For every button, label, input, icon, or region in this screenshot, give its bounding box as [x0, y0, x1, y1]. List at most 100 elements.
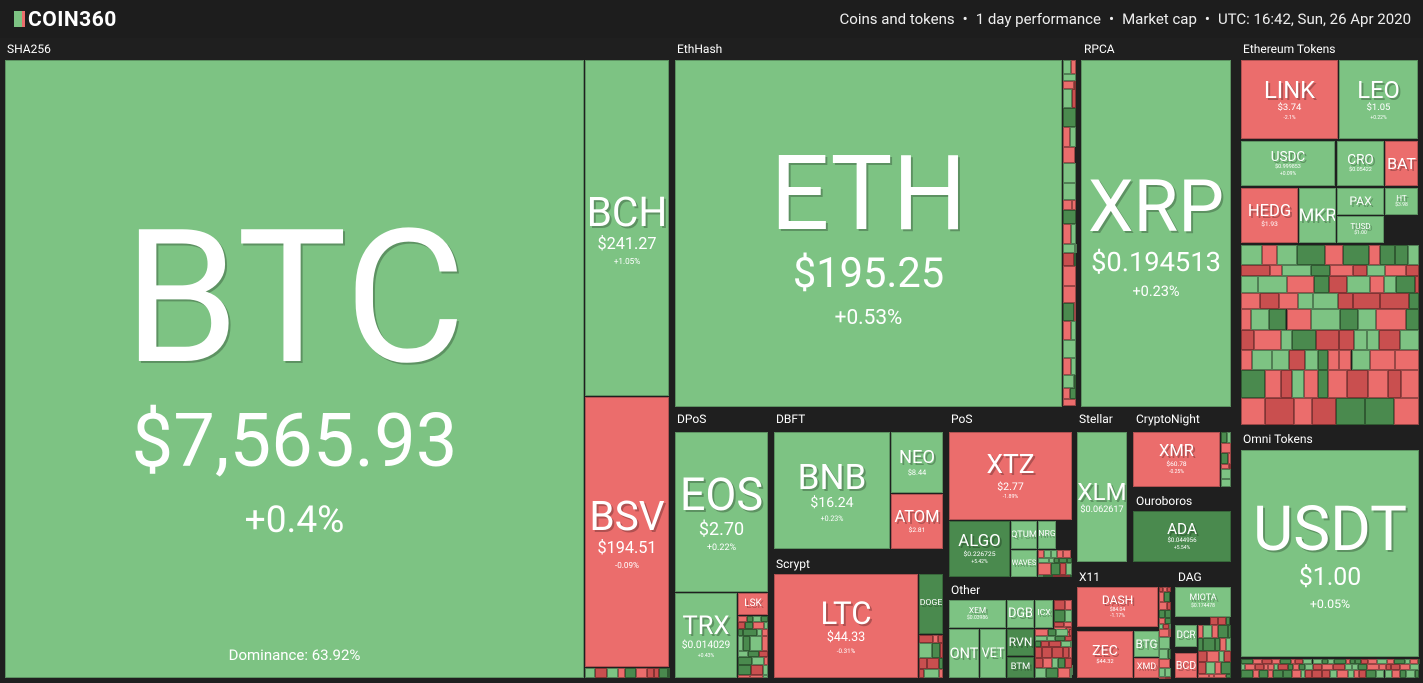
mini-tile [1241, 349, 1253, 370]
coin-symbol: WAVES [1011, 558, 1037, 568]
coin-tile[interactable]: BSV $194.51 -0.09% [585, 397, 669, 667]
coin-tile[interactable]: DGB [1007, 600, 1034, 628]
coin-tile[interactable]: BTC $7,565.93 +0.4% Dominance: 63.92% [5, 60, 584, 678]
group-label[interactable]: PoS [951, 412, 973, 426]
coin-tile[interactable]: HEDG $1.93 [1241, 188, 1298, 243]
group-label[interactable]: Omni Tokens [1243, 432, 1313, 446]
mini-tile [1210, 617, 1219, 625]
coin-tile[interactable]: BCD [1175, 653, 1197, 678]
coin-tile[interactable]: XRP $0.194513 +0.23% [1081, 60, 1231, 407]
coin-tile[interactable]: VET [980, 629, 1006, 678]
mini-tile [1220, 638, 1226, 652]
group-label[interactable]: Ouroboros [1136, 494, 1193, 508]
coin-tile[interactable]: MKR [1299, 188, 1336, 243]
coin-tile[interactable]: HT $3.98 [1385, 188, 1418, 215]
coin-tile[interactable]: DCR [1175, 625, 1197, 647]
coin-symbol: ETH [770, 132, 967, 255]
coin-symbol: MIOTA [1189, 593, 1217, 604]
coin-tile[interactable]: QTUM [1011, 521, 1037, 549]
mini-tile [618, 668, 625, 678]
coin-tile[interactable]: TUSD $1.00 [1337, 216, 1384, 243]
coin-tile[interactable]: ALGO $0.226725 +5.42% [949, 521, 1010, 577]
mini-tile [1159, 637, 1171, 649]
group-label[interactable]: SHA256 [7, 42, 51, 56]
group-label[interactable]: X11 [1079, 570, 1101, 584]
coin-tile[interactable]: LTC $44.33 -0.31% [774, 574, 918, 678]
coin-tile[interactable]: ONT [949, 629, 979, 678]
coin-tile[interactable]: USDT $1.00 +0.05% [1241, 450, 1419, 657]
mini-tile [1071, 199, 1076, 211]
coin-tile[interactable]: ICX [1035, 600, 1053, 628]
coin-tile[interactable]: LINK $3.74 -2.1% [1241, 60, 1338, 139]
group-label[interactable]: DAG [1178, 570, 1202, 584]
mini-tile [1241, 670, 1253, 678]
group-label[interactable]: Stellar [1079, 412, 1113, 426]
mini-tile [1357, 663, 1368, 671]
coin-tile[interactable]: XEM $0.03986 [949, 600, 1006, 628]
coin-tile[interactable]: XMR $60.78 -0.25% [1133, 432, 1220, 487]
coin-tile[interactable]: LEO $1.05 +0.22% [1339, 60, 1418, 139]
coin-tile[interactable]: RVN [1007, 629, 1034, 656]
coin-price: $3.74 [1277, 102, 1302, 114]
coin-tile[interactable]: BTG [1134, 631, 1159, 657]
group-label[interactable]: Scrypt [776, 557, 810, 571]
coin-symbol: USDT [1252, 492, 1408, 566]
coin-tile[interactable]: PAX [1337, 188, 1384, 215]
mini-tile [1038, 563, 1052, 576]
coin-tile[interactable]: ZEC $44.32 [1077, 631, 1133, 678]
group-label[interactable]: Ethereum Tokens [1243, 42, 1336, 56]
group-label[interactable]: EthHash [677, 42, 723, 56]
coin-tile[interactable]: MIOTA $0.174478 [1175, 587, 1231, 617]
coin-price: $0.044956 [1167, 537, 1197, 545]
coin-tile[interactable]: ETH $195.25 +0.53% [675, 60, 1062, 407]
coin-tile[interactable]: LSK [738, 593, 768, 615]
coin-tile[interactable]: NEO $8.44 [891, 432, 943, 493]
coin-tile[interactable]: BTM [1007, 657, 1034, 678]
mini-tile [1300, 670, 1306, 678]
coin-tile[interactable]: WAVES [1011, 550, 1037, 577]
coin-tile[interactable]: DOGE [919, 574, 943, 634]
mini-tile [1241, 292, 1260, 310]
group-label[interactable]: Other [951, 583, 981, 597]
coin-tile[interactable]: XLM $0.062617 [1077, 432, 1127, 562]
coin-tile[interactable]: EOS $2.70 +0.22% [675, 432, 768, 592]
mini-tile [1406, 309, 1419, 331]
coin-tile[interactable]: TRX $0.014029 +0.43% [675, 593, 737, 678]
coin-tile[interactable]: BAT [1385, 141, 1418, 186]
header-info-item[interactable]: UTC: 16:42, Sun, 26 Apr 2020 [1217, 10, 1411, 28]
coin-tile[interactable]: BNB $16.24 +0.23% [774, 432, 890, 549]
coin-price: $1.00 [1298, 563, 1362, 593]
header-info-item[interactable]: 1 day performance [975, 10, 1101, 28]
group-label[interactable]: RPCA [1084, 42, 1115, 56]
mini-tile [1312, 659, 1322, 664]
mini-tile [1203, 638, 1216, 652]
header-info-item[interactable]: Coins and tokens [839, 10, 955, 28]
group-label[interactable]: CryptoNight [1136, 412, 1200, 426]
coin-tile[interactable]: DASH $84.04 -1.17% [1077, 587, 1158, 627]
coin-price: $8.44 [907, 467, 927, 477]
mini-tile [1064, 635, 1072, 641]
coin-tile[interactable]: BCH $241.27 +1.05% [585, 60, 669, 396]
header-info-item[interactable]: Market cap [1122, 10, 1197, 28]
mini-tile [1303, 369, 1318, 399]
mini-tile [1340, 309, 1358, 331]
coin-tile[interactable]: CRO $0.05422 [1337, 141, 1384, 186]
coin-tile[interactable]: XTZ $2.77 -1.89% [949, 432, 1072, 520]
logo[interactable]: COIN360 [14, 8, 117, 32]
group-label[interactable]: DPoS [677, 412, 707, 426]
mini-tile [919, 643, 932, 658]
mini-tile [1227, 432, 1231, 443]
coin-change: +0.05% [1309, 596, 1351, 612]
mini-tile [1351, 349, 1370, 370]
coin-tile[interactable]: ATOM $2.81 [891, 494, 943, 549]
coin-tile[interactable]: ADA $0.044956 +5.54% [1133, 511, 1231, 562]
coin-tile[interactable]: USDC $0.999853 +0.09% [1241, 141, 1335, 186]
mini-tile [1159, 591, 1164, 603]
coin-tile[interactable]: NRG [1038, 521, 1056, 549]
mini-tile [1241, 398, 1265, 425]
coin-tile[interactable]: XMD [1134, 658, 1159, 678]
group-label[interactable]: DBFT [776, 412, 806, 426]
mini-tile [1327, 349, 1340, 370]
mini-tile [1063, 183, 1076, 200]
mini-tile [933, 635, 939, 644]
